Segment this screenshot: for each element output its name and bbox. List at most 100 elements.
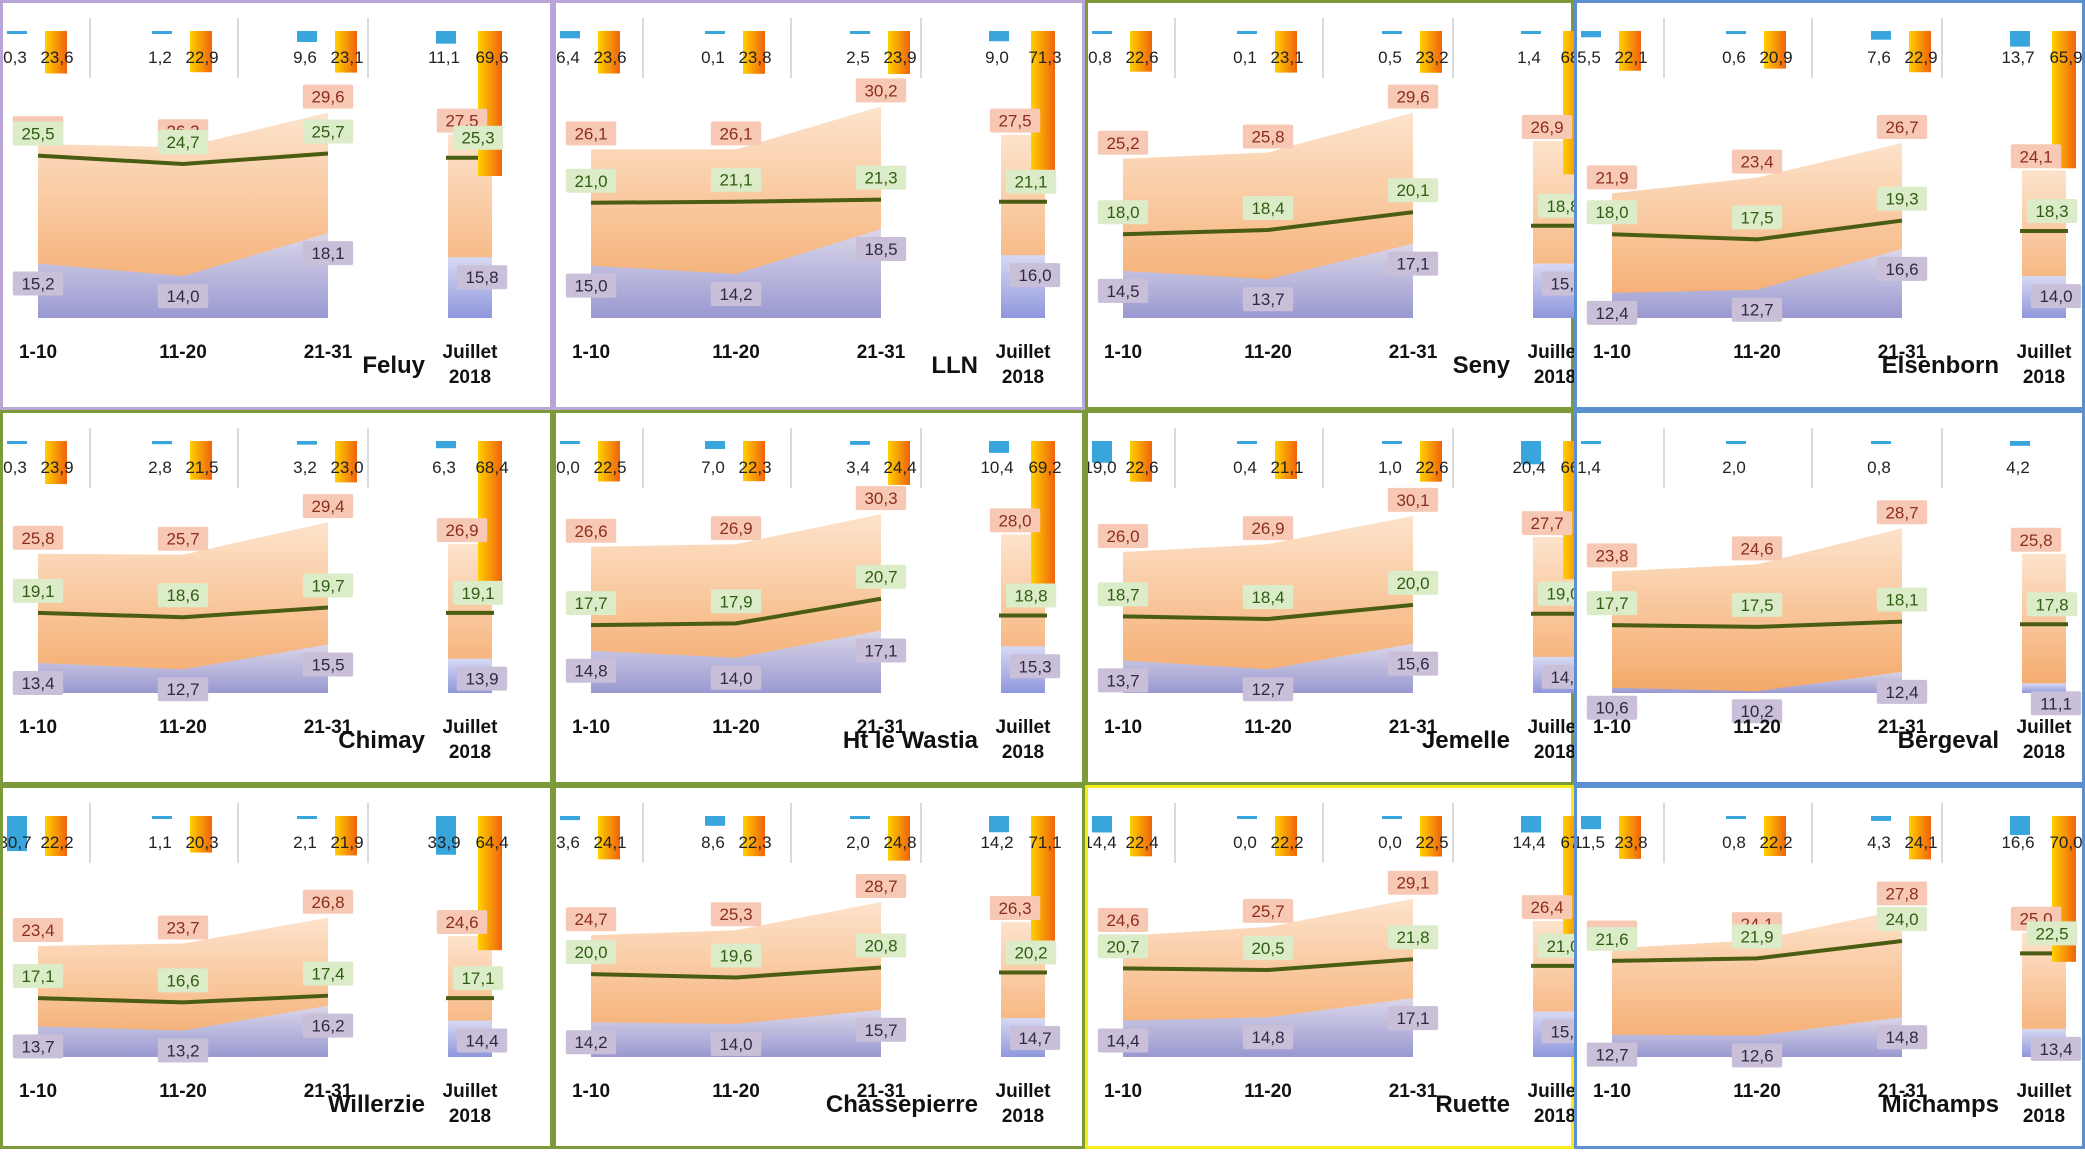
rain-bar (152, 31, 172, 34)
rain-label: 1,0 (1378, 458, 1402, 477)
min-temp-label-bg (1876, 679, 1928, 704)
mean-temp-label-bg (1097, 582, 1149, 607)
month-rain-label: 14,2 (980, 833, 1013, 852)
mean-temp-label: 18,7 (1106, 585, 1139, 604)
max-temp-label: 26,1 (574, 124, 607, 143)
min-temp-label: 17,1 (1396, 255, 1429, 274)
min-temp-area (591, 228, 881, 318)
sun-label: 22,2 (40, 833, 73, 852)
sun-label: 23,9 (40, 458, 73, 477)
min-temp-label-bg (1586, 695, 1638, 720)
min-temp-label-bg (565, 1030, 617, 1055)
month-rain-label: 14,4 (1512, 833, 1545, 852)
month-mean-label-bg (2026, 921, 2078, 946)
max-temp-label-bg (1586, 543, 1638, 568)
rain-bar (1581, 441, 1601, 444)
month-sun-bar (1031, 31, 1055, 180)
min-temp-label-bg (565, 658, 617, 683)
min-temp-label: 14,0 (719, 669, 752, 688)
mean-temp-label-bg (157, 130, 209, 154)
sun-bar (1909, 31, 1931, 73)
month-max-label: 24,1 (2019, 147, 2052, 166)
mean-temp-label: 20,0 (1396, 574, 1429, 593)
max-temp-label-bg (12, 917, 64, 942)
month-rain-bar (1521, 816, 1541, 833)
sun-label: 22,6 (1125, 458, 1158, 477)
mean-temp-label-bg (855, 165, 907, 190)
year-axis-label: 2018 (1002, 1106, 1044, 1127)
rain-label: 0,8 (1088, 48, 1112, 67)
month-max-label-bg (989, 508, 1041, 533)
month-mean-label: 19,1 (461, 584, 494, 603)
sun-bar (1130, 816, 1152, 857)
rain-bar (152, 441, 172, 445)
month-axis-label: Juillet (1528, 1081, 1577, 1102)
month-mean-label-bg (452, 966, 504, 991)
rain-bar (705, 816, 725, 826)
mean-temp-label: 17,7 (1595, 594, 1628, 613)
month-max-label: 28,0 (998, 511, 1031, 530)
min-temp-label-bg (1097, 668, 1149, 693)
sun-label: 24,1 (593, 833, 626, 852)
rain-label: 8,6 (701, 833, 725, 852)
month-mean-label-bg (452, 125, 504, 150)
sun-bar (1420, 816, 1442, 857)
min-temp-label-bg (12, 271, 64, 296)
min-temp-label: 18,1 (311, 244, 344, 263)
sun-bar (1420, 441, 1442, 482)
min-temp-label: 13,7 (1251, 290, 1284, 309)
min-temp-label-bg (1242, 677, 1294, 702)
mean-temp-label: 17,9 (719, 592, 752, 611)
sun-bar (888, 441, 910, 485)
month-min-label: 15,3 (1018, 657, 1051, 676)
min-temp-label: 14,8 (1885, 1028, 1918, 1047)
min-temp-label-bg (1097, 278, 1149, 303)
month-rain-bar (1521, 441, 1541, 465)
sun-bar (743, 31, 765, 74)
sun-label: 22,4 (1125, 833, 1158, 852)
station-name: Michamps (1882, 1091, 1999, 1118)
rain-bar (1871, 31, 1891, 40)
sun-bar (888, 816, 910, 861)
mean-temp-line (590, 596, 882, 628)
month-rain-label: 13,7 (2001, 48, 2034, 67)
month-min-label-bg (2030, 1036, 2082, 1061)
rain-bar (850, 31, 870, 34)
mean-temp-label-bg (1876, 186, 1928, 211)
min-temp-label-bg (1586, 300, 1638, 325)
sun-bar (1909, 816, 1931, 860)
sun-bar (598, 441, 620, 482)
max-temp-label: 25,3 (719, 905, 752, 924)
month-mean-label-bg (2026, 592, 2078, 617)
max-temp-area (38, 522, 328, 693)
mean-temp-label-bg (1731, 205, 1783, 230)
month-sun-label: 71,3 (1028, 48, 1061, 67)
period-axis-label: 1-10 (1593, 342, 1631, 363)
month-min-label-bg (1541, 664, 1577, 689)
rain-bar (1871, 441, 1891, 444)
min-temp-label: 13,4 (21, 674, 54, 693)
sun-label: 23,2 (1415, 48, 1448, 67)
max-temp-label-bg (1876, 881, 1928, 906)
min-temp-area (1123, 243, 1413, 318)
sun-bar (1130, 441, 1152, 482)
month-min-label: 15,5 (1550, 1022, 1577, 1041)
max-temp-label: 21,9 (1595, 168, 1628, 187)
min-temp-label: 12,7 (1251, 680, 1284, 699)
min-temp-label: 14,0 (719, 1035, 752, 1054)
mean-temp-label: 20,8 (864, 937, 897, 956)
period-axis-label: 1-10 (572, 1081, 610, 1102)
rain-label: 0,5 (1378, 48, 1402, 67)
station-name: Bergeval (1898, 727, 1999, 754)
sun-bar (190, 441, 212, 480)
min-temp-label-bg (1387, 251, 1439, 276)
max-temp-label-bg (1097, 524, 1149, 549)
rain-bar (1382, 31, 1402, 34)
mean-temp-label-bg (1097, 200, 1149, 225)
mean-temp-label: 24,7 (166, 133, 199, 152)
month-axis-label: Juillet (443, 342, 499, 363)
sun-bar (1619, 31, 1641, 71)
sun-label: 24,4 (883, 458, 916, 477)
min-temp-label: 15,5 (311, 656, 344, 675)
mean-temp-label-bg (1731, 592, 1783, 617)
